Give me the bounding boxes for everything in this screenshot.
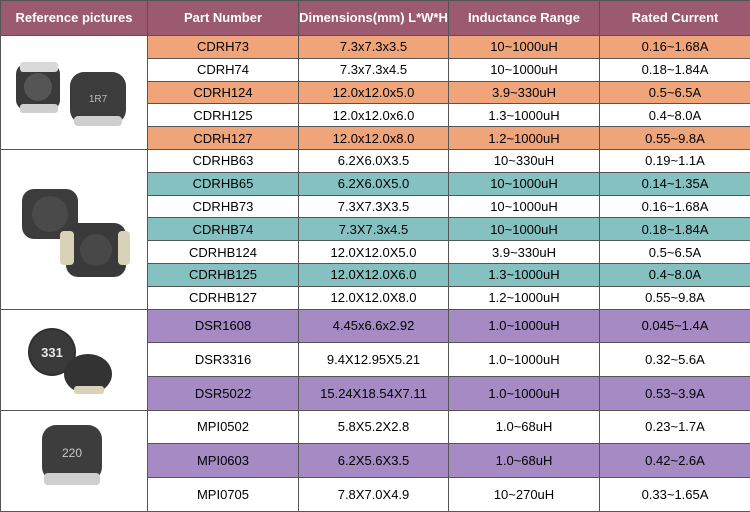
- part-number-cell: DSR3316: [148, 343, 299, 377]
- dimensions-cell: 4.45x6.6x2.92: [299, 309, 449, 343]
- rated-current-cell: 0.14~1.35A: [600, 172, 750, 195]
- dimensions-cell: 12.0X12.0X8.0: [299, 286, 449, 309]
- dimensions-cell: 6.2X5.6X3.5: [299, 444, 449, 478]
- header-rated-current: Rated Current: [600, 1, 750, 36]
- reference-picture-cell: 1R7: [1, 36, 148, 150]
- part-number-cell: CDRH125: [148, 104, 299, 127]
- header-dimensions: Dimensions(mm) L*W*H: [299, 1, 449, 36]
- part-number-cell: CDRH74: [148, 58, 299, 81]
- dimensions-cell: 12.0x12.0x5.0: [299, 81, 449, 104]
- header-part-number: Part Number: [148, 1, 299, 36]
- dimensions-cell: 6.2X6.0X5.0: [299, 172, 449, 195]
- inductance-range-cell: 1.0~68uH: [449, 444, 600, 478]
- part-number-cell: CDRH73: [148, 36, 299, 59]
- dimensions-cell: 7.3x7.3x4.5: [299, 58, 449, 81]
- rated-current-cell: 0.4~8.0A: [600, 263, 750, 286]
- part-number-cell: CDRHB125: [148, 263, 299, 286]
- part-number-cell: MPI0502: [148, 410, 299, 444]
- svg-text:331: 331: [41, 345, 63, 360]
- rated-current-cell: 0.23~1.7A: [600, 410, 750, 444]
- dimensions-cell: 15.24X18.54X7.11: [299, 376, 449, 410]
- header-inductance-range: Inductance Range: [449, 1, 600, 36]
- reference-picture-cell: 220: [1, 410, 148, 511]
- inductance-range-cell: 3.9~330uH: [449, 81, 600, 104]
- rated-current-cell: 0.53~3.9A: [600, 376, 750, 410]
- inductance-range-cell: 10~1000uH: [449, 58, 600, 81]
- part-number-cell: CDRHB65: [148, 172, 299, 195]
- svg-text:220: 220: [62, 446, 82, 460]
- inductance-range-cell: 3.9~330uH: [449, 241, 600, 264]
- rated-current-cell: 0.045~1.4A: [600, 309, 750, 343]
- inductance-range-cell: 1.0~68uH: [449, 410, 600, 444]
- dimensions-cell: 12.0x12.0x6.0: [299, 104, 449, 127]
- svg-text:1R7: 1R7: [89, 94, 108, 105]
- dimensions-cell: 7.8X7.0X4.9: [299, 477, 449, 511]
- dimensions-cell: 6.2X6.0X3.5: [299, 149, 449, 172]
- dimensions-cell: 9.4X12.95X5.21: [299, 343, 449, 377]
- dimensions-cell: 12.0X12.0X5.0: [299, 241, 449, 264]
- part-number-cell: CDRH124: [148, 81, 299, 104]
- rated-current-cell: 0.32~5.6A: [600, 343, 750, 377]
- inductance-range-cell: 10~330uH: [449, 149, 600, 172]
- dsr-inductor-icon: 331: [1, 310, 147, 410]
- header-reference-pictures: Reference pictures: [1, 1, 148, 36]
- rated-current-cell: 0.5~6.5A: [600, 81, 750, 104]
- reference-picture-cell: [1, 149, 148, 309]
- inductance-range-cell: 1.2~1000uH: [449, 286, 600, 309]
- inductance-range-cell: 10~1000uH: [449, 36, 600, 59]
- inductance-range-cell: 1.0~1000uH: [449, 376, 600, 410]
- rated-current-cell: 0.16~1.68A: [600, 195, 750, 218]
- part-number-cell: CDRHB63: [148, 149, 299, 172]
- part-number-cell: CDRH127: [148, 127, 299, 150]
- part-number-cell: DSR5022: [148, 376, 299, 410]
- dimensions-cell: 7.3X7.3x4.5: [299, 218, 449, 241]
- dimensions-cell: 12.0X12.0X6.0: [299, 263, 449, 286]
- dimensions-cell: 7.3X7.3X3.5: [299, 195, 449, 218]
- inductance-range-cell: 10~1000uH: [449, 218, 600, 241]
- rated-current-cell: 0.18~1.84A: [600, 58, 750, 81]
- dimensions-cell: 5.8X5.2X2.8: [299, 410, 449, 444]
- mpi-inductor-icon: 220: [1, 411, 147, 511]
- rated-current-cell: 0.55~9.8A: [600, 286, 750, 309]
- rated-current-cell: 0.42~2.6A: [600, 444, 750, 478]
- inductance-range-cell: 10~1000uH: [449, 195, 600, 218]
- inductance-range-cell: 1.3~1000uH: [449, 104, 600, 127]
- rated-current-cell: 0.19~1.1A: [600, 149, 750, 172]
- part-number-cell: MPI0705: [148, 477, 299, 511]
- inductance-range-cell: 1.0~1000uH: [449, 343, 600, 377]
- rated-current-cell: 0.55~9.8A: [600, 127, 750, 150]
- reference-picture-cell: 331: [1, 309, 148, 410]
- rated-current-cell: 0.33~1.65A: [600, 477, 750, 511]
- part-number-cell: CDRHB124: [148, 241, 299, 264]
- inductance-range-cell: 10~1000uH: [449, 172, 600, 195]
- inductance-range-cell: 1.2~1000uH: [449, 127, 600, 150]
- dimensions-cell: 12.0x12.0x8.0: [299, 127, 449, 150]
- part-number-cell: DSR1608: [148, 309, 299, 343]
- dimensions-cell: 7.3x7.3x3.5: [299, 36, 449, 59]
- rated-current-cell: 0.4~8.0A: [600, 104, 750, 127]
- rated-current-cell: 0.18~1.84A: [600, 218, 750, 241]
- rated-current-cell: 0.16~1.68A: [600, 36, 750, 59]
- part-number-cell: CDRHB127: [148, 286, 299, 309]
- part-number-cell: CDRHB73: [148, 195, 299, 218]
- cdrhb-inductor-icon: [1, 179, 147, 279]
- part-number-cell: MPI0603: [148, 444, 299, 478]
- cdrh-inductor-icon: 1R7: [1, 42, 147, 142]
- header-row: Reference pictures Part Number Dimension…: [1, 1, 750, 36]
- part-number-cell: CDRHB74: [148, 218, 299, 241]
- inductance-range-cell: 10~270uH: [449, 477, 600, 511]
- inductance-range-cell: 1.3~1000uH: [449, 263, 600, 286]
- rated-current-cell: 0.5~6.5A: [600, 241, 750, 264]
- inductance-range-cell: 1.0~1000uH: [449, 309, 600, 343]
